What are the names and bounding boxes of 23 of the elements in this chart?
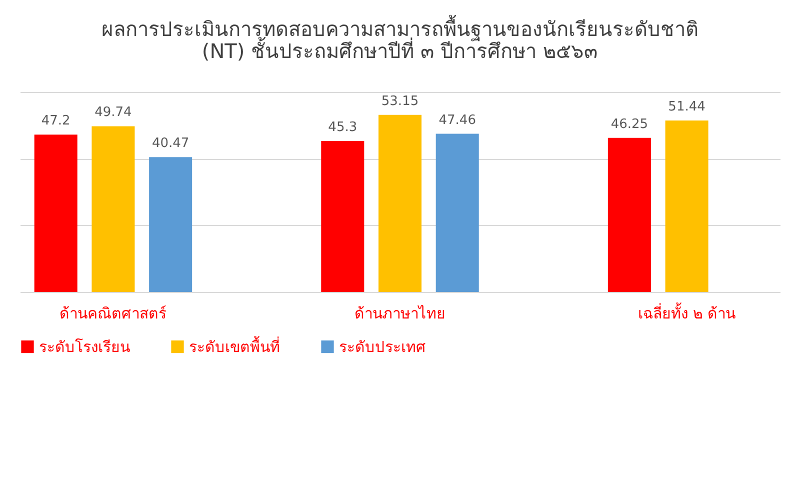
- bar: [92, 126, 135, 292]
- bar: [149, 157, 192, 292]
- data-label: 40.47: [152, 136, 190, 152]
- x-tick-label: เฉลี่ยทั้ง ๒ ด้าน: [638, 302, 736, 322]
- data-label: 47.2: [41, 114, 70, 129]
- x-tick-label: ด้านภาษาไทย: [354, 304, 446, 322]
- legend-label: ระดับโรงเรียน: [39, 338, 130, 356]
- data-label: 45.3: [328, 120, 358, 135]
- legend-label: ระดับประเทศ: [339, 338, 426, 356]
- bar: [608, 138, 651, 292]
- data-label: 46.25: [610, 116, 648, 132]
- bar: [378, 114, 422, 292]
- data-label: 49.74: [94, 105, 132, 120]
- bar: [436, 134, 479, 292]
- bar: [34, 134, 78, 292]
- bar: [665, 120, 708, 292]
- legend-label: ระดับเขตพื้นที่: [189, 336, 280, 356]
- chart-title: ผลการประเมินการทดสอบความสามารถพื้นฐานของนักเรียนระดับชาติ (NT) ชั้นประถมศึกษาปีที่ ๓ ปีการศึกษา ๒๕๖๓: [102, 15, 698, 63]
- x-tick-label: ด้านคณิตศาสตร์: [60, 304, 167, 322]
- bar: [321, 141, 364, 292]
- data-label: 47.46: [438, 112, 476, 128]
- data-label: 51.44: [668, 100, 706, 115]
- data-label: 53.15: [381, 94, 419, 109]
